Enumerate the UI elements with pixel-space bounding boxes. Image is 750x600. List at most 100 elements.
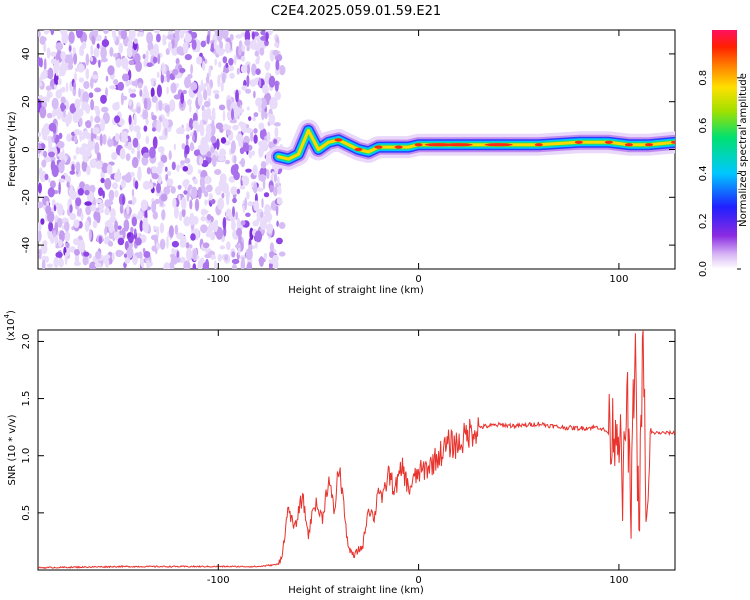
noise-speckle [278, 251, 286, 257]
noise-speckle [231, 108, 234, 121]
noise-speckle [79, 135, 86, 140]
noise-speckle [127, 40, 133, 49]
noise-speckle [229, 72, 235, 79]
noise-speckle [253, 200, 260, 212]
noise-speckle [95, 207, 99, 213]
noise-speckle [69, 246, 76, 253]
noise-speckle [268, 262, 273, 269]
noise-speckle [56, 107, 62, 120]
noise-speckle [98, 187, 104, 197]
noise-speckle [189, 244, 193, 249]
noise-speckle [115, 132, 120, 142]
noise-speckle [255, 68, 261, 75]
noise-speckle [88, 92, 94, 99]
noise-speckle [218, 104, 226, 111]
noise-speckle [91, 74, 99, 80]
noise-speckle [150, 87, 155, 98]
noise-speckle [133, 38, 138, 44]
noise-speckle [184, 157, 191, 164]
y-tick-label: 20 [21, 95, 32, 108]
noise-speckle [218, 61, 222, 68]
noise-speckle [201, 160, 209, 168]
noise-speckle [253, 134, 258, 144]
noise-speckle [151, 115, 157, 121]
noise-speckle [153, 30, 160, 34]
noise-speckle [201, 109, 209, 121]
noise-speckle [236, 133, 244, 142]
noise-speckle [45, 205, 52, 215]
noise-speckle [96, 152, 101, 161]
noise-speckle [255, 97, 263, 107]
noise-speckle [73, 261, 81, 267]
noise-speckle [69, 190, 77, 200]
noise-speckle [189, 199, 193, 210]
noise-speckle [224, 254, 228, 261]
noise-speckle [69, 103, 77, 114]
noise-speckle [211, 113, 215, 118]
snr-line [38, 330, 675, 570]
noise-speckle [74, 98, 81, 110]
noise-speckle [210, 254, 217, 260]
noise-speckle [40, 71, 46, 80]
y-tick-label: -20 [21, 189, 32, 205]
noise-speckle [110, 208, 116, 220]
noise-speckle [250, 39, 257, 50]
noise-speckle [228, 215, 233, 220]
noise-speckle [205, 231, 212, 238]
noise-speckle [104, 236, 110, 243]
noise-speckle [61, 58, 65, 68]
noise-speckle [86, 165, 91, 176]
noise-speckle [225, 41, 231, 54]
noise-speckle [111, 252, 115, 262]
spectrogram-xlabel: Height of straight line (km) [288, 285, 424, 296]
snr-frame [37, 329, 676, 571]
noise-speckle [192, 263, 197, 269]
noise-speckle [180, 92, 185, 104]
noise-speckle [191, 31, 198, 39]
noise-speckle [105, 87, 108, 98]
noise-speckle [249, 79, 257, 87]
noise-speckle [73, 52, 78, 65]
noise-speckle [125, 141, 129, 147]
noise-speckle [46, 112, 53, 119]
noise-speckle [146, 62, 153, 67]
noise-speckle [39, 81, 43, 87]
noise-speckle [168, 150, 172, 161]
noise-speckle [93, 105, 100, 112]
noise-speckle [63, 233, 70, 241]
noise-speckle [39, 106, 47, 119]
noise-speckle [206, 214, 212, 221]
noise-speckle [105, 75, 109, 82]
noise-speckle [98, 208, 105, 214]
noise-speckle [197, 169, 202, 174]
noise-speckle [113, 79, 119, 85]
noise-speckle [170, 186, 176, 194]
noise-speckle [133, 125, 141, 133]
noise-speckle [142, 152, 150, 159]
ridge-peak [414, 143, 423, 147]
noise-speckle [274, 91, 282, 101]
noise-speckle [159, 222, 165, 234]
noise-speckle [176, 257, 181, 263]
noise-speckle [75, 30, 83, 39]
noise-speckle [46, 263, 54, 268]
noise-speckle [77, 188, 84, 196]
noise-speckle [77, 63, 85, 73]
noise-speckle [146, 259, 151, 269]
noise-speckle [154, 198, 161, 205]
noise-speckle [92, 127, 100, 135]
noise-speckle [156, 33, 161, 43]
noise-speckle [174, 224, 179, 235]
noise-speckle [128, 59, 135, 66]
noise-speckle [226, 129, 231, 136]
noise-speckle [95, 160, 103, 170]
noise-speckle [61, 86, 66, 93]
noise-speckle [266, 223, 274, 235]
noise-speckle [222, 72, 226, 84]
noise-speckle [89, 158, 97, 169]
noise-speckle [128, 98, 132, 107]
noise-speckle [101, 39, 110, 48]
noise-speckle [83, 251, 90, 257]
noise-speckle [252, 183, 258, 194]
noise-speckle [274, 42, 279, 48]
